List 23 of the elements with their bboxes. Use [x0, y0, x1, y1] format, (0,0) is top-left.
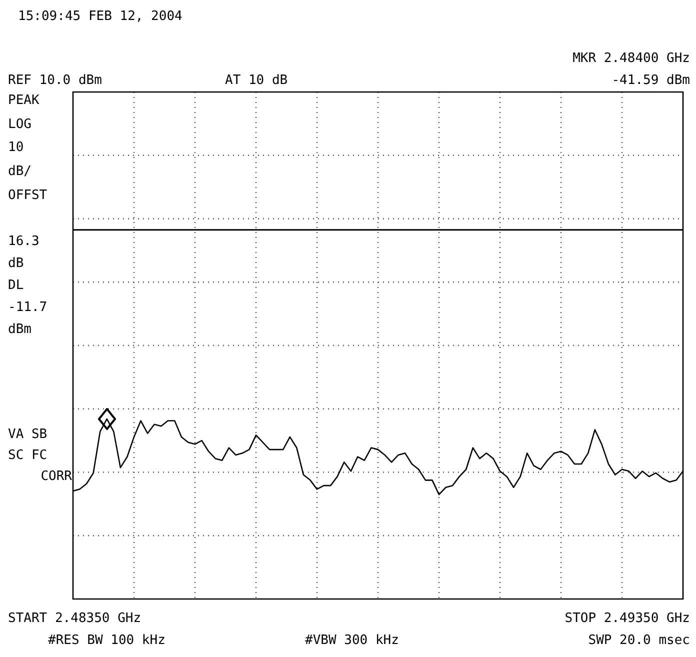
- text: #VBW 300 kHz: [305, 633, 399, 648]
- text: OFFST: [8, 188, 48, 203]
- text: START 2.48350 GHz: [8, 611, 142, 626]
- text: LOG: [8, 117, 32, 132]
- text: AT 10 dB: [225, 73, 288, 88]
- text: dB: [8, 256, 24, 271]
- text: -41.59 dBm: [612, 73, 690, 88]
- text: REF 10.0 dBm: [8, 73, 102, 88]
- text: -11.7: [8, 300, 48, 315]
- chart-title: 15:09:45 FEB 12, 2004: [18, 9, 183, 24]
- text: 10: [8, 140, 24, 155]
- text: DL: [8, 278, 24, 293]
- text: 16.3: [8, 234, 40, 249]
- text: dBm: [8, 322, 32, 337]
- text: PEAK: [8, 93, 40, 108]
- text: STOP 2.49350 GHz: [564, 611, 690, 626]
- text: SC FC: [8, 448, 48, 463]
- text: SWP 20.0 msec: [588, 633, 690, 648]
- text: dB/: [8, 164, 32, 179]
- text: MKR 2.48400 GHz: [572, 51, 690, 66]
- text: CORR: [40, 469, 72, 484]
- text: #RES BW 100 kHz: [48, 633, 166, 648]
- text: VA SB: [8, 427, 48, 442]
